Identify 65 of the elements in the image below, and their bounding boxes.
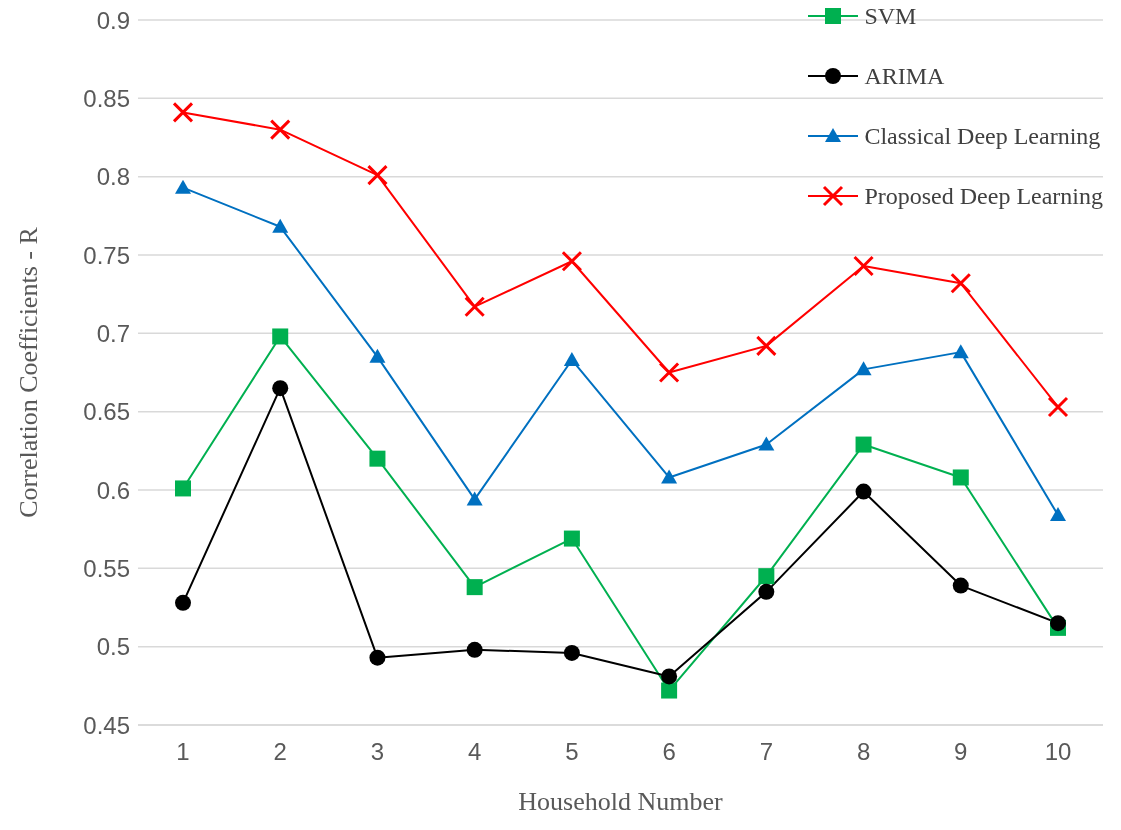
x-tick-label: 6	[662, 738, 676, 766]
point	[563, 644, 580, 661]
legend-label: Proposed Deep Learning	[864, 182, 1103, 210]
point	[758, 436, 775, 451]
y-tick-label: 0.55	[83, 554, 130, 582]
point	[369, 348, 386, 363]
point	[369, 450, 386, 467]
y-tick-label: 0.9	[96, 6, 130, 34]
x-tick-label: 5	[565, 738, 579, 766]
point	[855, 361, 872, 376]
y-tick-label: 0.8	[96, 163, 130, 191]
x-tick-label: 9	[954, 738, 968, 766]
x-tick-label: 2	[273, 738, 287, 766]
x-tick-label: 3	[370, 738, 385, 766]
point	[855, 483, 872, 500]
point	[658, 362, 680, 383]
legend-label: SVM	[864, 2, 917, 30]
point	[952, 469, 969, 486]
point	[366, 164, 388, 186]
point	[466, 641, 483, 658]
y-axis-title: Correlation Coefficients - R	[14, 226, 44, 518]
x-tick-label: 7	[759, 738, 774, 766]
x-tick-label: 8	[856, 738, 871, 766]
point	[563, 351, 580, 366]
point	[272, 380, 289, 397]
point	[661, 668, 678, 685]
point	[369, 649, 386, 666]
y-tick-label: 0.7	[96, 319, 130, 347]
point	[950, 272, 972, 294]
point	[561, 250, 583, 272]
y-tick-label: 0.6	[96, 476, 130, 504]
point	[1050, 507, 1066, 522]
y-tick-label: 0.65	[83, 398, 130, 426]
point	[661, 469, 678, 484]
point	[272, 218, 289, 233]
x-tick-label: 4	[467, 738, 482, 766]
point	[758, 568, 775, 585]
point	[466, 491, 483, 506]
point	[175, 480, 191, 497]
point	[1050, 615, 1066, 632]
y-tick-label: 0.45	[83, 711, 130, 739]
point	[755, 335, 777, 357]
point	[272, 328, 289, 345]
x-tick-label: 1	[176, 738, 190, 766]
y-tick-label: 0.75	[83, 241, 130, 269]
point	[758, 583, 775, 600]
point	[855, 436, 872, 453]
point	[563, 530, 580, 547]
point	[853, 255, 875, 277]
point	[952, 344, 969, 359]
point	[172, 101, 194, 123]
point	[661, 682, 678, 699]
point	[175, 179, 191, 194]
point	[466, 579, 483, 596]
point	[952, 577, 969, 594]
y-tick-label: 0.5	[96, 633, 130, 661]
y-tick-label: 0.85	[83, 84, 130, 112]
point	[269, 119, 291, 141]
point	[1047, 396, 1069, 418]
x-axis-title: Household Number	[518, 787, 724, 816]
x-tick-label: 10	[1044, 738, 1072, 766]
legend-label: Classical Deep Learning	[864, 122, 1101, 150]
legend-label: ARIMA	[864, 62, 945, 90]
point	[175, 594, 191, 611]
point	[464, 296, 486, 318]
